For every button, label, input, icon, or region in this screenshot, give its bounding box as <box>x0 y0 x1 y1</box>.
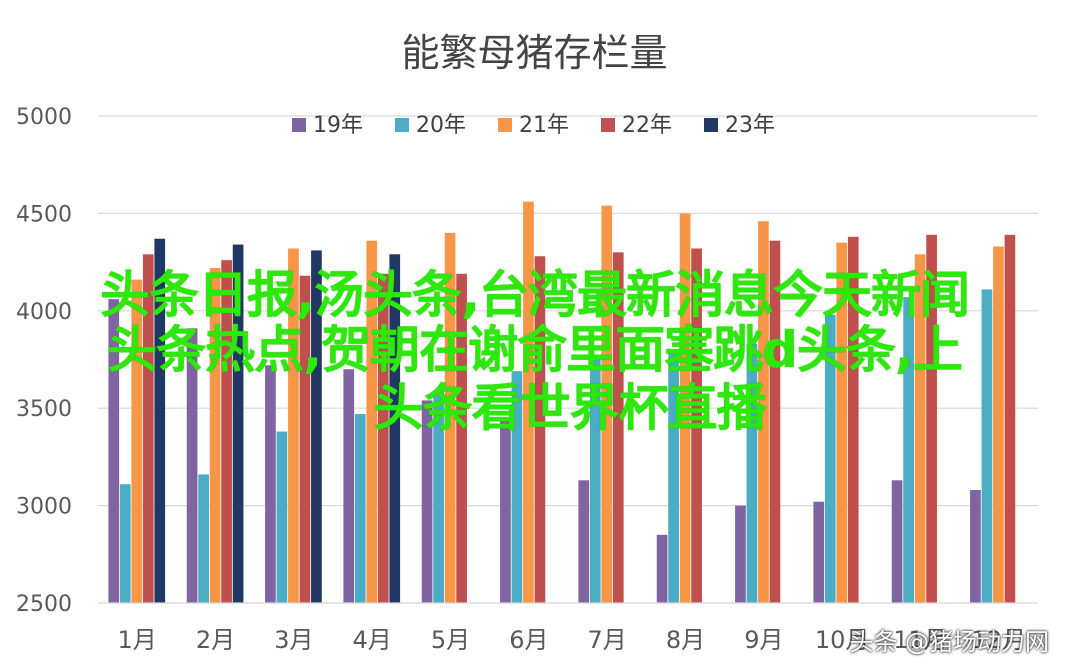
legend: 19年 20年 21年 22年 23年 <box>292 113 775 138</box>
bar-20年-9月 <box>746 343 758 603</box>
watermark: 头条 @猪场动力网 <box>849 628 1049 656</box>
bar-21年-3月 <box>288 248 299 604</box>
bar-22年-5月 <box>456 273 467 603</box>
legend-label: 20年 <box>416 113 466 138</box>
bar-23年-4月 <box>389 254 401 604</box>
bar-21年-12月 <box>993 246 1004 604</box>
bar-21年-5月 <box>444 232 456 603</box>
legend-label: 21年 <box>519 113 569 138</box>
bar-19年-9月 <box>735 505 746 603</box>
bar-20年-6月 <box>511 371 523 603</box>
bars <box>108 201 1016 604</box>
x-tick-label: 7月 <box>588 626 627 654</box>
chart-title: 能繁母猪存栏量 <box>401 31 668 75</box>
x-tick-label: 1月 <box>118 626 157 654</box>
bar-23年-1月 <box>154 238 166 603</box>
bar-19年-8月 <box>656 534 668 603</box>
legend-label: 23年 <box>725 113 775 138</box>
x-tick-label: 9月 <box>744 626 783 654</box>
x-tick-label: 12月 <box>972 626 1027 654</box>
bar-19年-11月 <box>891 480 903 603</box>
x-tick-label: 6月 <box>509 626 548 654</box>
bar-22年-7月 <box>612 252 624 604</box>
x-tick-label: 3月 <box>274 626 313 654</box>
bar-22年-8月 <box>691 248 702 604</box>
bar-20年-8月 <box>668 353 679 603</box>
bar-21年-9月 <box>758 221 769 603</box>
bar-22年-1月 <box>142 254 154 604</box>
bar-20年-12月 <box>981 289 993 603</box>
legend-swatch <box>601 118 615 132</box>
bar-19年-1月 <box>108 299 120 603</box>
bar-22年-2月 <box>221 260 232 603</box>
bar-21年-7月 <box>601 205 613 603</box>
bar-19年-2月 <box>186 328 198 603</box>
bar-20年-1月 <box>119 484 131 603</box>
overlay-text-line-1: 头条日报,汤头条,台湾最新消息今天新闻 <box>100 266 970 324</box>
bar-22年-6月 <box>534 256 546 603</box>
x-tick-label: 8月 <box>666 626 705 654</box>
bar-23年-3月 <box>311 250 322 604</box>
legend-label: 19年 <box>313 113 363 138</box>
bar-22年-10月 <box>847 236 859 603</box>
x-tick-label: 11月 <box>893 626 948 654</box>
bar-20年-7月 <box>589 355 601 603</box>
bar-22年-3月 <box>299 275 311 603</box>
bar-19年-6月 <box>500 419 511 603</box>
bar-21年-4月 <box>366 240 378 603</box>
legend-swatch <box>292 118 306 132</box>
bar-20年-11月 <box>903 297 914 603</box>
bar-21年-11月 <box>914 254 926 604</box>
legend-swatch <box>395 118 409 132</box>
y-tick-label: 3000 <box>16 495 72 520</box>
x-tick-label: 5月 <box>431 626 470 654</box>
y-axis: 2500 3000 3500 4000 4500 5000 <box>16 105 72 617</box>
bar-22年-11月 <box>926 234 937 603</box>
bar-21年-2月 <box>209 267 221 603</box>
x-tick-label: 10月 <box>815 626 870 654</box>
bar-19年-10月 <box>813 501 825 603</box>
overlay-text-line-2: 头条热点,贺朝在谢俞里面塞跳d头条,上 <box>107 321 963 379</box>
legend-swatch <box>498 118 512 132</box>
bar-19年-4月 <box>343 369 355 603</box>
bar-22年-12月 <box>1004 234 1016 603</box>
bar-19年-12月 <box>970 490 981 603</box>
overlay-text-line-3: 头条看世界杯直播 <box>373 379 767 437</box>
bar-22年-4月 <box>377 273 389 603</box>
bar-20年-4月 <box>354 414 366 603</box>
y-tick-label: 3500 <box>16 397 72 422</box>
bar-22年-9月 <box>769 240 781 603</box>
x-tick-label: 4月 <box>353 626 392 654</box>
bar-23年-2月 <box>232 244 244 603</box>
bar-20年-3月 <box>276 431 288 603</box>
bar-20年-10月 <box>824 314 836 603</box>
legend-swatch <box>704 118 718 132</box>
y-tick-label: 4000 <box>16 300 72 325</box>
x-tick-label: 2月 <box>196 626 235 654</box>
bar-20年-5月 <box>433 390 444 603</box>
bar-21年-6月 <box>523 201 534 603</box>
bar-19年-7月 <box>578 480 590 603</box>
legend-label: 22年 <box>622 113 672 138</box>
bar-21年-1月 <box>131 279 143 603</box>
x-axis: 1月 2月 3月 4月 5月 6月 7月 8月 9月 10月 11月 12月 <box>98 602 1038 654</box>
y-tick-label: 2500 <box>16 592 72 617</box>
bar-19年-3月 <box>265 365 276 603</box>
bar-21年-8月 <box>679 213 691 603</box>
bar-20年-2月 <box>198 474 209 603</box>
bar-19年-5月 <box>421 400 433 603</box>
y-tick-label: 4500 <box>16 202 72 227</box>
bar-21年-10月 <box>836 242 848 603</box>
y-tick-label: 5000 <box>16 105 72 130</box>
